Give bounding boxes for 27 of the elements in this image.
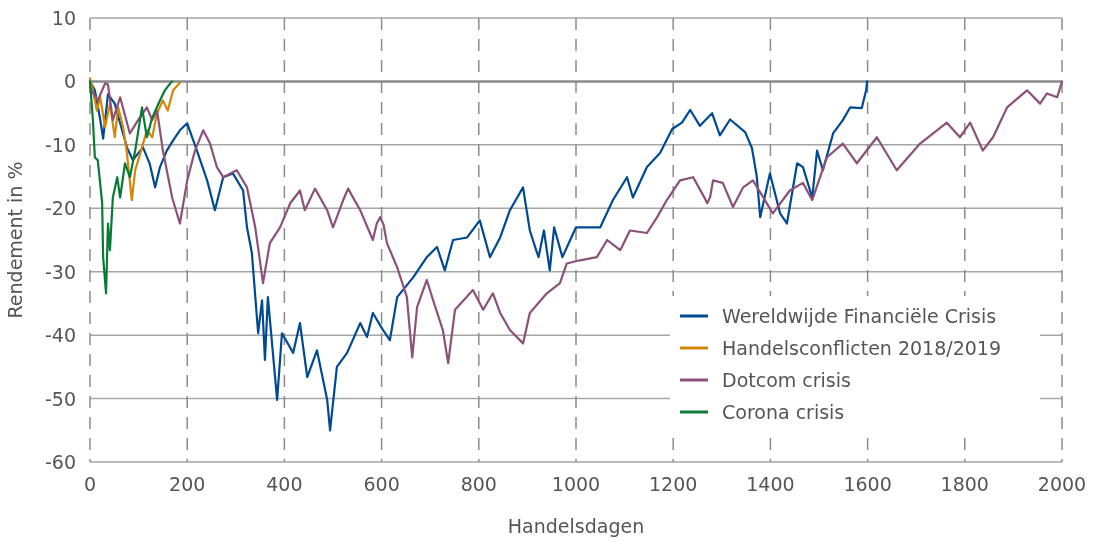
- x-tick-label: 800: [460, 473, 497, 495]
- y-tick-label: -60: [44, 451, 76, 473]
- x-tick-label: 1400: [746, 473, 795, 495]
- legend-label: Handelsconflicten 2018/2019: [722, 337, 1002, 359]
- x-tick-label: 1600: [843, 473, 892, 495]
- y-tick-label: -50: [44, 387, 76, 410]
- x-tick-label: 1800: [940, 473, 989, 495]
- line-series: [88, 80, 174, 295]
- legend-label: Dotcom crisis: [722, 369, 851, 391]
- y-tick-label: -40: [44, 324, 76, 347]
- x-tick-label: 0: [83, 473, 97, 495]
- legend-label: Corona crisis: [722, 401, 845, 423]
- y-tick-label: 0: [63, 70, 76, 93]
- y-tick-label: 10: [51, 7, 76, 29]
- x-tick-label: 200: [169, 473, 206, 495]
- legend-label: Wereldwijde Financiële Crisis: [722, 305, 997, 327]
- line-series: [88, 77, 182, 202]
- y-tick-label: -20: [44, 197, 76, 220]
- x-axis-title: Handelsdagen: [507, 515, 645, 537]
- y-tick-label: -10: [44, 133, 76, 156]
- y-axis-title: Rendement in %: [4, 161, 26, 319]
- x-tick-label: 1000: [551, 473, 601, 495]
- y-tick-label: -30: [44, 260, 76, 283]
- x-tick-label: 400: [266, 473, 303, 495]
- x-tick-label: 600: [363, 473, 400, 495]
- x-tick-label: 1200: [649, 473, 698, 495]
- x-tick-label: 2000: [1037, 473, 1087, 495]
